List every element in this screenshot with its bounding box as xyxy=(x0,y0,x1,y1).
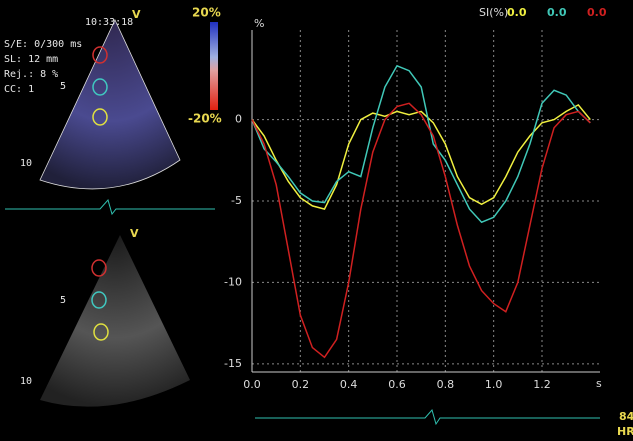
setting: S/E: 0/300 ms xyxy=(4,39,82,50)
y-tick-label: 0 xyxy=(235,113,242,126)
depth-label: 5 xyxy=(60,81,66,92)
roi-yellow xyxy=(92,108,108,126)
scale-bottom: -20% xyxy=(188,112,222,126)
view-marker: V xyxy=(130,227,139,240)
legend-title: SI(%) xyxy=(479,6,508,19)
x-tick-label: 1.2 xyxy=(533,378,551,391)
heart-rate: 84 xyxy=(619,410,633,423)
ultrasound-bottom xyxy=(40,235,190,407)
depth-label: 10 xyxy=(20,158,32,169)
y-tick-label: -15 xyxy=(224,357,242,370)
depth-label: 10 xyxy=(20,376,32,387)
y-axis-label: % xyxy=(254,17,264,30)
ultrasound-top xyxy=(39,19,181,190)
depth-label: 5 xyxy=(60,295,66,306)
scale-top: 20% xyxy=(192,6,221,20)
roi-cyan xyxy=(91,291,107,309)
series-line xyxy=(251,102,591,359)
y-tick-label: -10 xyxy=(224,275,242,288)
view-marker: V xyxy=(132,8,141,21)
legend-entry: 0.0 xyxy=(587,6,607,19)
ecg-chart xyxy=(255,408,600,426)
setting: CC: 1 xyxy=(4,84,34,95)
x-axis-label: s xyxy=(596,377,602,390)
roi-cyan xyxy=(92,78,108,96)
series-line xyxy=(251,64,591,224)
x-tick-label: 0.6 xyxy=(388,378,406,391)
y-tick-label: -5 xyxy=(231,194,242,207)
setting: SL: 12 mm xyxy=(4,54,58,65)
x-tick-label: 0.0 xyxy=(243,378,261,391)
ecg-top xyxy=(5,198,215,216)
x-tick-label: 1.0 xyxy=(485,378,503,391)
legend-entry: 0.0 xyxy=(507,6,527,19)
hr-label: HR xyxy=(617,425,633,438)
x-tick-label: 0.2 xyxy=(292,378,310,391)
color-bar xyxy=(210,22,218,110)
setting: Rej.: 8 % xyxy=(4,69,58,80)
x-tick-label: 0.8 xyxy=(437,378,455,391)
roi-red xyxy=(92,46,108,64)
series-line xyxy=(251,103,591,210)
legend-entry: 0.0 xyxy=(547,6,567,19)
clock: 10:33:18 xyxy=(85,17,133,28)
roi-yellow xyxy=(93,323,109,341)
roi-red xyxy=(91,259,107,277)
x-tick-label: 0.4 xyxy=(340,378,358,391)
